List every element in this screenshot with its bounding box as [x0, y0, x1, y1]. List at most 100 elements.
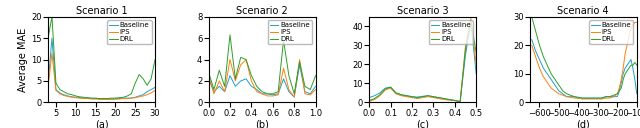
DRL: [602, 96, 609, 97]
IPS: [100, 99, 108, 100]
IPS: [618, 79, 625, 80]
DRL: [301, 86, 308, 87]
DRL: [472, 52, 480, 54]
DRL: [275, 91, 282, 92]
IPS: [264, 95, 271, 97]
Legend: Baseline, IPS, DRL: Baseline, IPS, DRL: [589, 20, 634, 44]
IPS: [429, 97, 437, 98]
DRL: [579, 97, 586, 99]
DRL: [451, 100, 459, 101]
IPS: [403, 96, 410, 97]
DRL: [616, 90, 623, 92]
Line: DRL: DRL: [209, 35, 316, 94]
Baseline: [143, 91, 151, 92]
IPS: [547, 87, 555, 89]
DRL: [536, 44, 543, 46]
DRL: [625, 67, 633, 69]
IPS: [582, 98, 590, 100]
DRL: [84, 97, 92, 98]
Line: IPS: IPS: [209, 60, 316, 97]
Baseline: [269, 94, 276, 96]
IPS: [68, 97, 76, 98]
IPS: [296, 59, 303, 60]
IPS: [435, 98, 443, 99]
IPS: [80, 98, 88, 99]
Baseline: [621, 67, 629, 69]
DRL: [371, 98, 378, 99]
IPS: [563, 96, 571, 97]
IPS: [124, 98, 131, 99]
IPS: [543, 82, 551, 83]
Baseline: [627, 59, 635, 60]
Baseline: [205, 78, 212, 80]
Title: Scenario 2: Scenario 2: [236, 6, 288, 16]
IPS: [143, 94, 151, 95]
Baseline: [291, 96, 298, 98]
Baseline: [623, 65, 631, 66]
IPS: [598, 98, 605, 100]
Baseline: [540, 67, 547, 69]
Baseline: [536, 59, 543, 60]
DRL: [586, 97, 594, 99]
DRL: [627, 65, 635, 66]
Line: Baseline: Baseline: [48, 38, 155, 99]
Baseline: [120, 97, 127, 99]
Baseline: [440, 98, 448, 99]
DRL: [72, 95, 79, 97]
DRL: [610, 94, 618, 96]
DRL: [551, 79, 559, 80]
Y-axis label: Average MAE: Average MAE: [19, 27, 28, 92]
IPS: [92, 98, 99, 100]
Baseline: [424, 95, 432, 97]
IPS: [621, 53, 629, 55]
Baseline: [586, 97, 594, 99]
IPS: [467, 18, 475, 19]
DRL: [461, 48, 469, 50]
IPS: [221, 91, 228, 92]
Baseline: [116, 98, 124, 99]
IPS: [602, 97, 609, 99]
IPS: [269, 95, 276, 97]
Baseline: [312, 86, 319, 87]
Baseline: [551, 84, 559, 86]
Line: IPS: IPS: [369, 19, 476, 102]
Baseline: [392, 92, 400, 94]
DRL: [605, 96, 613, 97]
Baseline: [135, 95, 143, 97]
DRL: [392, 92, 400, 94]
IPS: [140, 95, 147, 97]
DRL: [629, 65, 637, 66]
Baseline: [403, 95, 410, 97]
Baseline: [232, 86, 239, 87]
IPS: [528, 44, 536, 46]
Baseline: [435, 97, 443, 98]
Baseline: [237, 80, 244, 82]
IPS: [131, 97, 139, 98]
IPS: [633, 22, 640, 23]
IPS: [259, 93, 266, 95]
DRL: [387, 86, 394, 88]
IPS: [559, 94, 566, 96]
IPS: [248, 80, 255, 82]
Title: Scenario 4: Scenario 4: [557, 6, 609, 16]
DRL: [440, 98, 448, 99]
Baseline: [618, 82, 625, 83]
IPS: [631, 22, 639, 23]
IPS: [629, 24, 637, 26]
Baseline: [296, 64, 303, 66]
DRL: [242, 59, 250, 60]
Baseline: [451, 100, 459, 101]
Baseline: [445, 99, 453, 100]
DRL: [221, 86, 228, 87]
IPS: [461, 44, 469, 46]
IPS: [575, 97, 582, 99]
IPS: [72, 97, 79, 98]
Baseline: [571, 96, 579, 97]
Line: Baseline: Baseline: [369, 22, 476, 102]
Baseline: [429, 96, 437, 97]
IPS: [472, 63, 480, 65]
IPS: [291, 96, 298, 98]
IPS: [456, 101, 464, 103]
DRL: [96, 98, 104, 99]
DRL: [124, 95, 131, 97]
